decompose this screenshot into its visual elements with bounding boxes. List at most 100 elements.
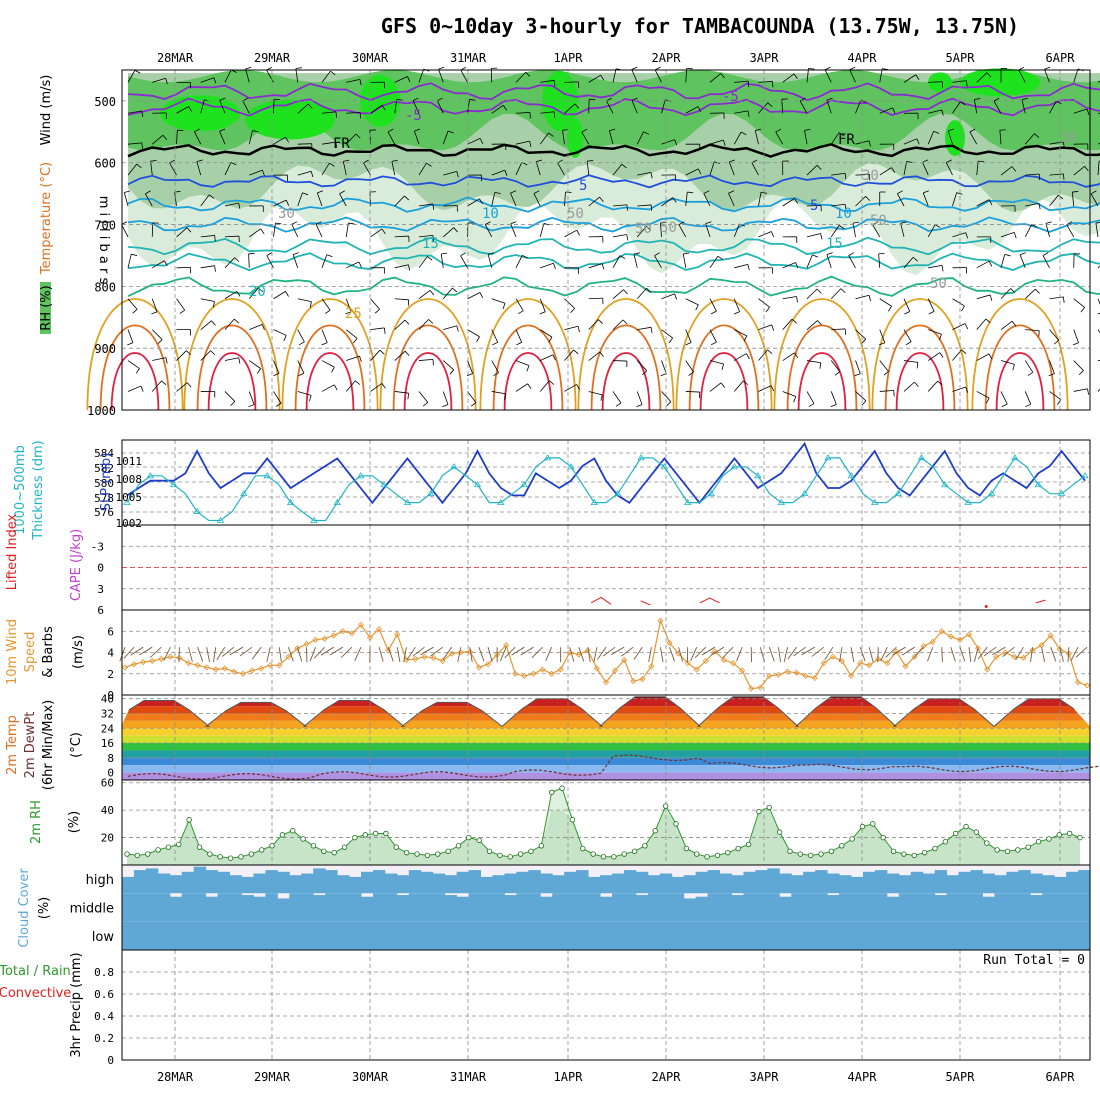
wind-barb-flag [1042,252,1049,256]
wind-barb [443,205,458,207]
cloud-bar [384,921,398,950]
wind-barb [612,163,623,176]
wind-barb-flag [510,190,517,194]
wind-barb [831,328,846,331]
wind-speed-marker [956,636,964,643]
date-label-bottom: 4APR [848,1070,878,1084]
wind-barb [248,253,250,268]
wind-barb-flag [1062,296,1065,303]
cloud-bar [1018,893,1031,922]
surface-wind-barb [811,646,825,657]
date-label-bottom: 1APR [554,1070,584,1084]
li-tick: 3 [97,583,104,596]
rh2m-marker [683,845,690,852]
wind-barb-flag [358,261,362,268]
thickness-marker [800,489,809,497]
cloud-bar [635,871,649,894]
wind-barb-flag [626,204,628,211]
wind-barb [321,298,331,311]
wind-barb [661,197,673,207]
surface-wind-barb [531,646,543,659]
wind-barb-flag [861,400,867,406]
wind-barb [1021,99,1026,114]
wind-barb-flag [743,380,749,386]
wind-barb [127,142,142,145]
wind-barb-flag [330,70,336,76]
wind-barb-flag [310,171,314,178]
wind-barb-flag [695,304,699,311]
wind-barb [588,196,600,207]
wind-speed-marker [793,669,800,676]
wind-barb [442,391,449,405]
wind-barb-flag [570,308,575,313]
pressure-tick: 800 [94,280,116,294]
wind-barb-flag [345,311,352,315]
wind-barb-flag [145,190,151,195]
cloud-category-label: low [92,930,115,945]
wind-barb-flag [285,291,289,297]
temp-contour-hot [577,298,675,411]
wind-speed-marker [1083,682,1091,689]
wind-barb [1073,388,1088,392]
wind-barb-flag [553,80,556,87]
wind-barb-flag [710,310,717,315]
wind-barb-flag [230,162,237,166]
cloud-bar [970,893,983,922]
cloud-bar [1042,921,1055,950]
wind-barb [564,298,575,309]
slp-line [126,441,1086,505]
date-label-bottom: 6APR [1046,1070,1076,1084]
wind-barb [612,234,627,238]
cloud-bar [827,921,840,950]
wind-barb-flag [672,197,677,203]
wind-barb [1097,298,1100,305]
surface-wind-barb [959,647,966,662]
cloud-bar [839,875,852,894]
wind-barb-flag [717,255,724,260]
wind-barb-flag [141,110,144,117]
wind-barb-flag [848,252,855,256]
wind-barb [879,167,892,176]
cloud-bar [1054,876,1067,894]
wind-speed-marker [938,628,945,635]
wind-barb [487,254,493,268]
wind-barb-flag [151,311,158,315]
cloud-bar [229,875,243,894]
thickness-marker [1081,472,1089,479]
wind-barb [346,355,360,361]
cloud-bar [934,870,948,894]
temp-contour-hot [871,298,969,411]
wind-speed-marker [621,656,628,664]
temp-contour-hot [590,324,662,411]
surface-wind-barb [406,646,416,660]
thickness-marker [403,498,412,506]
temp-contour-hot [110,352,160,411]
wind-barb-flag [437,97,443,101]
cloud-bar [1006,871,1019,894]
thickness-marker [894,489,902,497]
cloud-bar [827,873,840,894]
wind-barb [588,297,603,300]
cloud-bar [217,921,231,950]
cloud-bar [122,876,135,894]
temp-contour-10 [127,196,1100,213]
wind-barb-flag [683,252,690,255]
wind-tick: 2 [107,668,114,681]
wind-barb [467,99,470,114]
temp-title-4: (°C) [69,732,84,758]
pressure-tick: 600 [94,157,116,171]
wind-barb [515,329,523,343]
cloud-bar [803,921,816,950]
wind-barb [144,193,153,207]
wind-barb-flag [140,385,144,392]
li-tick: 0 [97,562,104,575]
rh-legend-swatch [40,282,51,334]
cloud-bar [349,921,362,950]
wind-barb-flag [212,301,215,308]
wind-barb [127,110,142,114]
wind-barb-flag [654,252,660,257]
surface-wind-barb [850,647,855,663]
wind-speed-line [124,618,1088,690]
wind-barb [588,263,603,269]
wind-speed-marker [784,668,791,675]
